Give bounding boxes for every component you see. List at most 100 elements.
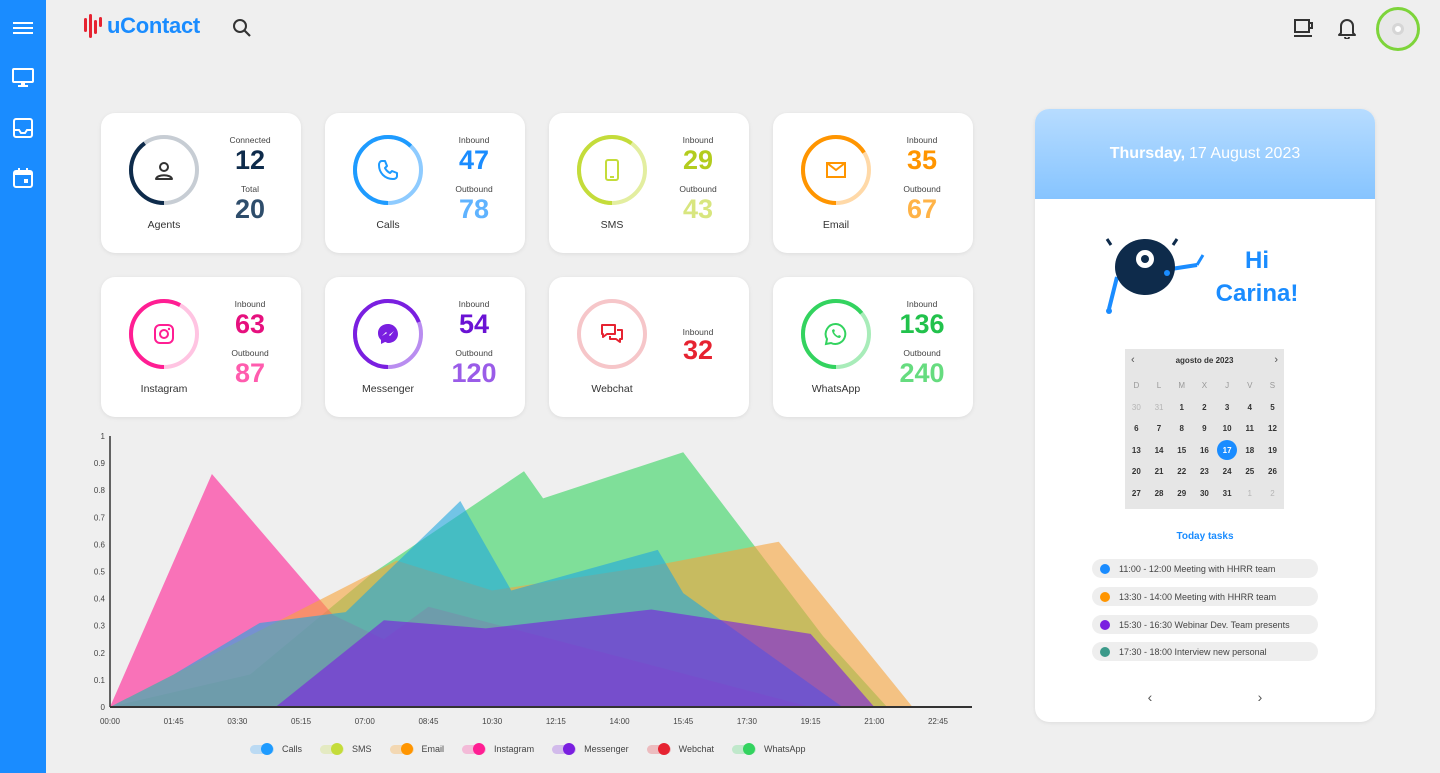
- calendar-day[interactable]: 2: [1270, 488, 1275, 498]
- date-header: Thursday, 17 August 2023: [1035, 109, 1375, 199]
- logo-mark-icon: [84, 14, 102, 38]
- calendar-day[interactable]: 25: [1245, 467, 1255, 477]
- calendar-day[interactable]: 24: [1222, 467, 1232, 477]
- legend-item-webchat[interactable]: Webchat: [646, 743, 714, 755]
- agents-label: Agents: [147, 219, 181, 231]
- calendar-prev-icon[interactable]: ‹: [1131, 354, 1135, 366]
- logo-text: uContact: [107, 13, 200, 38]
- calendar-day[interactable]: 18: [1245, 445, 1255, 455]
- calendar-day[interactable]: 30: [1199, 488, 1209, 498]
- calendar-day[interactable]: 9: [1202, 424, 1207, 434]
- avatar[interactable]: [1376, 7, 1420, 51]
- y-tick-label: 0.1: [94, 676, 106, 685]
- calendar-next-icon[interactable]: ›: [1274, 354, 1278, 366]
- whatsapp-progress-ring: [801, 299, 871, 369]
- calendar-day[interactable]: 31: [1222, 488, 1232, 498]
- monitor-icon[interactable]: [11, 66, 35, 90]
- date-text: 17 August 2023: [1189, 145, 1301, 162]
- calendar-day[interactable]: 28: [1154, 488, 1164, 498]
- calendar-day[interactable]: 7: [1156, 424, 1162, 434]
- calls-progress-ring: [353, 135, 423, 205]
- selected-day[interactable]: 17: [1217, 440, 1238, 461]
- legend-item-whatsapp[interactable]: WhatsApp: [731, 743, 806, 755]
- calendar-day[interactable]: 13: [1131, 445, 1141, 455]
- tasks-title: Today tasks: [1176, 531, 1234, 542]
- calendar-day[interactable]: 3: [1224, 402, 1230, 412]
- calendar-day[interactable]: 8: [1179, 424, 1184, 434]
- legend-item-calls[interactable]: Calls: [250, 743, 302, 755]
- calendar-day[interactable]: 29: [1177, 488, 1187, 498]
- top-bar: uContact: [46, 0, 1440, 60]
- x-tick-label: 10:30: [482, 717, 503, 726]
- calendar-icon[interactable]: [11, 166, 35, 190]
- logo[interactable]: uContact: [84, 12, 200, 40]
- calendar-day[interactable]: 31: [1154, 402, 1164, 412]
- stat-card-whatsapp[interactable]: WhatsApp Inbound 136 Outbound 240: [773, 277, 973, 417]
- calls-value-2: 78: [458, 194, 490, 224]
- calendar-day[interactable]: 27: [1131, 488, 1141, 498]
- stat-card-email[interactable]: Email Inbound 35 Outbound 67: [773, 113, 973, 253]
- x-tick-label: 01:45: [164, 717, 185, 726]
- area-chart-svg: 0 0.1 0.2 0.3 0.4 0.5 0.6 0.7 0.8 0.9 1 00:00 01:45 0…: [94, 432, 972, 726]
- stat-card-agents[interactable]: Agents Connected 12 Total 20: [101, 113, 301, 253]
- task-item[interactable]: 13:30 - 14:00 Meeting with HHRR team: [1092, 587, 1318, 606]
- calendar-day[interactable]: 5: [1270, 402, 1275, 412]
- calendar-day[interactable]: 17: [1216, 440, 1239, 462]
- calendar-day[interactable]: 22: [1177, 467, 1187, 477]
- legend-item-email[interactable]: Email: [389, 743, 444, 755]
- legend-item-instagram[interactable]: Instagram: [462, 743, 534, 755]
- calendar-day[interactable]: 1: [1179, 402, 1184, 412]
- weekday-label: S: [1269, 381, 1276, 391]
- menu-icon[interactable]: [11, 16, 35, 40]
- calendar-day[interactable]: 21: [1154, 467, 1164, 477]
- sidebar: [0, 0, 46, 773]
- email-value-2: 67: [906, 194, 938, 224]
- agents-caption-1: Connected: [229, 135, 271, 145]
- y-tick-label: 0.5: [94, 568, 106, 577]
- calendar-day[interactable]: 2: [1202, 402, 1207, 412]
- stat-card-sms[interactable]: SMS Inbound 29 Outbound 43: [549, 113, 749, 253]
- stat-card-webchat[interactable]: Webchat Inbound 32: [549, 277, 749, 417]
- traffic-chart: 0 0.1 0.2 0.3 0.4 0.5 0.6 0.7 0.8 0.9 1 00:00 01:45 0…: [92, 428, 992, 763]
- tasks-next-icon[interactable]: ›: [1257, 689, 1263, 705]
- y-tick-label: 0: [101, 703, 106, 712]
- whatsapp-icon: [824, 322, 847, 346]
- task-item[interactable]: 17:30 - 18:00 Interview new personal: [1092, 642, 1318, 661]
- email-progress-ring: [801, 135, 871, 205]
- calendar-day[interactable]: 6: [1134, 424, 1139, 434]
- legend-item-sms[interactable]: SMS: [320, 743, 372, 755]
- calendar-day[interactable]: 4: [1247, 402, 1252, 412]
- bell-icon[interactable]: [1334, 15, 1360, 41]
- legend-item-messenger[interactable]: Messenger: [552, 743, 629, 755]
- calendar-day[interactable]: 30: [1131, 402, 1141, 412]
- inbox-icon[interactable]: [11, 116, 35, 140]
- legend-swatch: [731, 743, 758, 755]
- calendar-day[interactable]: 12: [1268, 424, 1277, 434]
- calendar-day[interactable]: 15: [1177, 445, 1187, 455]
- legend-label: Instagram: [494, 744, 535, 754]
- calendar-day[interactable]: 10: [1222, 424, 1232, 434]
- greeting-hi: Hi: [1245, 247, 1269, 274]
- y-tick-label: 0.6: [94, 540, 106, 549]
- stat-card-instagram[interactable]: Instagram Inbound 63 Outbound 87: [101, 277, 301, 417]
- calendar-day[interactable]: 19: [1268, 445, 1277, 455]
- task-dot: [1100, 563, 1110, 574]
- task-item[interactable]: 15:30 - 16:30 Webinar Dev. Team presents: [1092, 615, 1318, 634]
- calendar-day[interactable]: 23: [1199, 467, 1209, 477]
- calendar-day[interactable]: 11: [1245, 424, 1255, 434]
- whatsapp-caption-2: Outbound: [903, 348, 941, 358]
- task-item[interactable]: 11:00 - 12:00 Meeting with HHRR team: [1092, 559, 1318, 578]
- calendar-day[interactable]: 14: [1154, 445, 1164, 455]
- chat-icon: [601, 324, 623, 343]
- calendar-day[interactable]: 1: [1247, 488, 1252, 498]
- sms-progress-ring: [577, 135, 647, 205]
- calendar-day[interactable]: 26: [1268, 467, 1277, 477]
- coffee-break-icon[interactable]: [1291, 15, 1317, 41]
- x-tick-label: 05:15: [291, 717, 312, 726]
- tasks-prev-icon[interactable]: ‹: [1147, 689, 1153, 705]
- calendar-day[interactable]: 20: [1131, 467, 1141, 477]
- stat-card-messenger[interactable]: Messenger Inbound 54 Outbound 120: [325, 277, 525, 417]
- search-icon[interactable]: [229, 15, 255, 41]
- calendar-day[interactable]: 16: [1199, 445, 1209, 455]
- stat-card-calls[interactable]: Calls Inbound 47 Outbound 78: [325, 113, 525, 253]
